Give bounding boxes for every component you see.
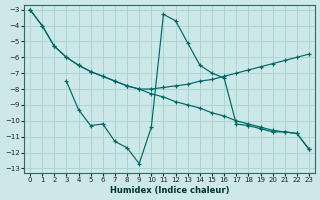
X-axis label: Humidex (Indice chaleur): Humidex (Indice chaleur): [110, 186, 229, 195]
